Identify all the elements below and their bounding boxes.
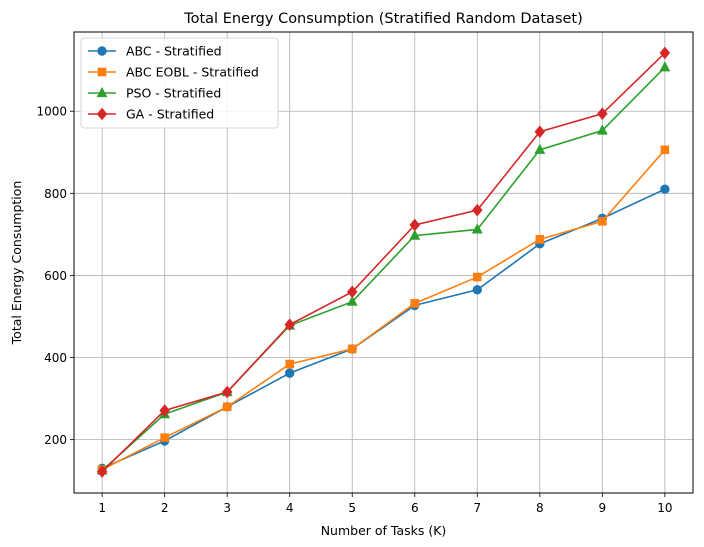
series-abc-stratified — [97, 184, 670, 474]
data-point — [347, 344, 357, 354]
series-ga-stratified — [96, 46, 671, 478]
data-point — [284, 318, 295, 331]
data-point — [159, 404, 170, 417]
data-point — [160, 433, 169, 442]
data-point — [410, 299, 420, 308]
legend-label: ABC EOBL - Stratified — [126, 65, 259, 80]
y-tick-label: 400 — [44, 351, 67, 365]
data-point — [409, 229, 421, 240]
x-tick-label: 7 — [473, 501, 481, 515]
legend-label: GA - Stratified — [126, 107, 214, 122]
legend-item: PSO - Stratified — [88, 86, 221, 101]
data-point — [346, 295, 358, 306]
series-abc-eobl-stratified — [97, 145, 670, 474]
data-point — [535, 235, 545, 244]
legend-label: ABC - Stratified — [126, 44, 222, 59]
data-point — [409, 218, 421, 232]
legend-label: PSO - Stratified — [126, 86, 221, 101]
data-point — [285, 368, 295, 378]
x-tick-label: 10 — [657, 501, 672, 515]
legend: ABC - Stratified ABC EOBL - Stratified PSO… — [80, 37, 279, 129]
data-point — [596, 124, 608, 135]
data-point — [534, 125, 546, 139]
x-tick-label: 5 — [348, 501, 356, 515]
y-tick-label: 600 — [44, 269, 67, 283]
series-layer — [96, 46, 671, 478]
legend-box — [80, 37, 279, 129]
data-point — [346, 285, 358, 299]
legend-item: ABC EOBL - Stratified — [88, 65, 259, 80]
data-point — [221, 385, 233, 399]
series-line — [101, 149, 666, 471]
data-point — [660, 145, 670, 155]
data-point — [96, 465, 108, 478]
data-point — [597, 107, 608, 120]
data-point — [285, 359, 295, 369]
plot-area — [73, 31, 694, 494]
data-point — [471, 223, 483, 234]
x-tick-label: 2 — [161, 501, 169, 515]
data-point — [222, 402, 232, 412]
chart-title: Total Energy Consumption (Stratified Ran… — [183, 11, 583, 27]
axis-ticks: 1 2 3 4 5 6 7 8 9 10 200 400 600 800 1000 — [36, 105, 672, 515]
x-tick-label: 8 — [536, 501, 544, 515]
legend-item: ABC - Stratified — [88, 44, 222, 59]
y-tick-label: 800 — [44, 187, 67, 201]
legend-marker — [97, 67, 107, 77]
legend-marker — [97, 46, 107, 56]
data-point — [534, 143, 546, 154]
y-axis-label: Total Energy Consumption — [9, 181, 24, 346]
legend-item: GA - Stratified — [88, 107, 214, 122]
x-tick-label: 6 — [411, 501, 419, 515]
y-tick-label: 200 — [44, 433, 67, 447]
data-point — [659, 46, 671, 60]
data-point — [660, 184, 670, 194]
y-tick-label: 1000 — [36, 105, 67, 119]
data-point — [598, 216, 607, 226]
x-tick-label: 9 — [599, 501, 607, 515]
series-line — [101, 66, 666, 472]
legend-marker — [96, 86, 108, 98]
grid — [74, 32, 693, 493]
x-tick-label: 1 — [98, 501, 106, 515]
data-point — [472, 285, 482, 295]
data-point — [472, 203, 483, 217]
x-tick-label: 4 — [286, 501, 294, 515]
series-line — [101, 52, 666, 473]
x-tick-label: 3 — [223, 501, 231, 515]
data-point — [659, 61, 671, 72]
x-axis-label: Number of Tasks (K) — [321, 523, 447, 538]
data-point — [472, 272, 482, 282]
legend-marker — [96, 107, 108, 121]
